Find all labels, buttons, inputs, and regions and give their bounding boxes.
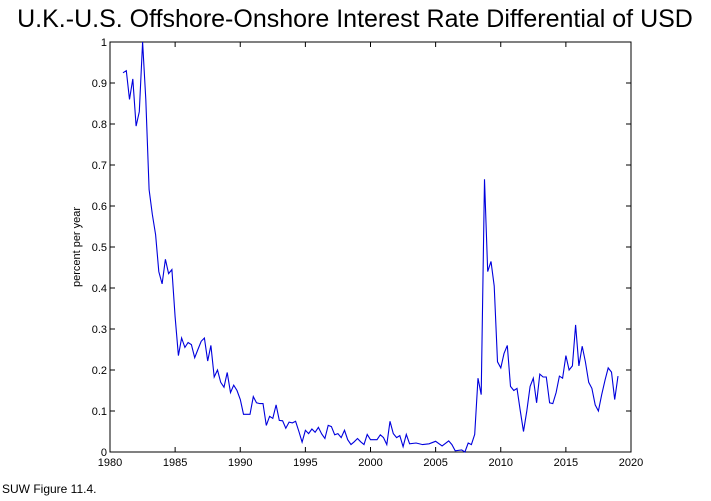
x-tick-label: 1985: [163, 457, 187, 469]
y-tick-label: 0.5: [92, 242, 107, 254]
y-tick-label: 0.7: [92, 160, 107, 172]
x-tick-label: 2005: [423, 457, 447, 469]
y-tick-label: 0.9: [92, 78, 107, 90]
x-tick-label: 2015: [554, 457, 578, 469]
plot-frame: [109, 41, 632, 453]
series-line: [122, 41, 619, 453]
y-tick-label: 0: [101, 447, 107, 459]
x-tick-label: 2010: [489, 457, 513, 469]
y-tick-label: 0.6: [92, 201, 107, 213]
x-tick-label: 1980: [98, 457, 122, 469]
x-tick-label: 2000: [358, 457, 382, 469]
x-tick-label: 2020: [619, 457, 643, 469]
y-axis-label: percent per year: [71, 207, 83, 287]
y-tick-label: 1: [101, 37, 107, 49]
y-tick-label: 0.3: [92, 324, 107, 336]
axis-ticks: 1980 1985 1990 1995 2000 2005 2010 2015 2020 0 0.1…: [92, 37, 644, 469]
y-tick-label: 0.2: [92, 365, 107, 377]
y-tick-label: 0.4: [92, 283, 107, 295]
x-tick-label: 1990: [228, 457, 252, 469]
y-tick-label: 0.8: [92, 119, 107, 131]
x-tick-label: 1995: [293, 457, 317, 469]
figure-caption: SUW Figure 11.4.: [2, 482, 97, 496]
chart-title: U.K.-U.S. Offshore-Onshore Interest Rate…: [17, 5, 693, 33]
y-tick-label: 0.1: [92, 406, 107, 418]
